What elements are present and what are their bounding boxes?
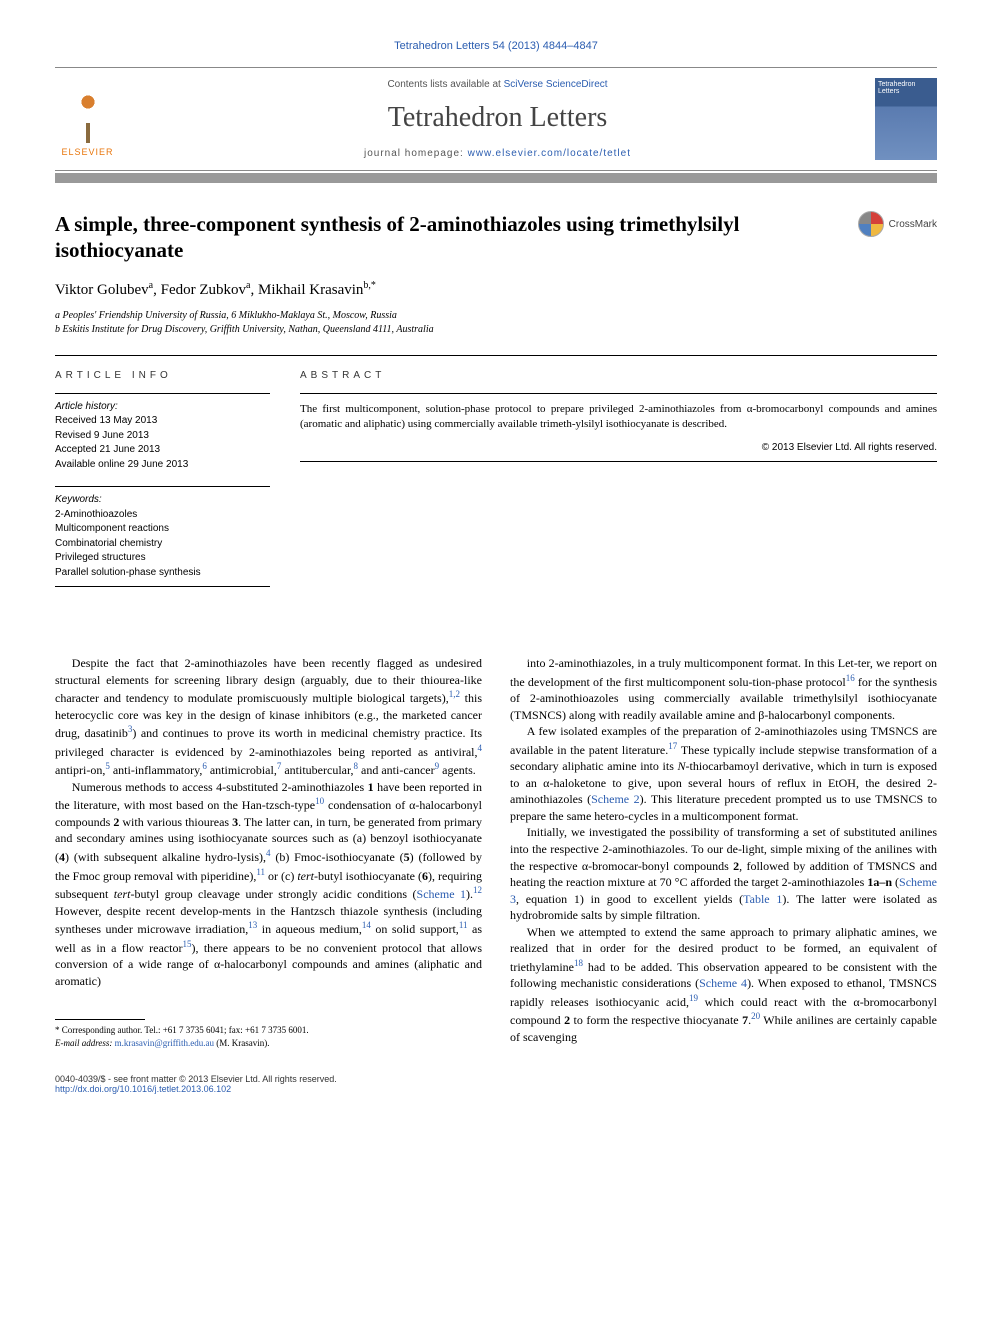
journal-cover-thumbnail: Tetrahedron Letters [875, 78, 937, 160]
journal-homepage-link[interactable]: www.elsevier.com/locate/tetlet [468, 148, 631, 159]
body-para: When we attempted to extend the same app… [510, 924, 937, 1046]
corr-author-line: * Corresponding author. Tel.: +61 7 3735… [55, 1024, 482, 1037]
elsevier-label: ELSEVIER [61, 147, 113, 157]
article-history: Article history: Received 13 May 2013 Re… [55, 393, 270, 473]
crossmark-icon [858, 211, 884, 237]
keyword: Combinatorial chemistry [55, 537, 270, 552]
keyword: Privileged structures [55, 551, 270, 566]
body-para: Initially, we investigated the possibili… [510, 824, 937, 923]
article-info-label: ARTICLE INFO [55, 370, 270, 381]
history-received: Received 13 May 2013 [55, 414, 270, 429]
email-who: (M. Krasavin). [216, 1038, 269, 1048]
footnote-separator [55, 1019, 145, 1020]
top-citation: Tetrahedron Letters 54 (2013) 4844–4847 [55, 40, 937, 52]
journal-header: ELSEVIER Contents lists available at Sci… [55, 67, 937, 171]
corresponding-footnote: * Corresponding author. Tel.: +61 7 3735… [55, 1024, 482, 1049]
body-para: Numerous methods to access 4-substituted… [55, 779, 482, 990]
keyword: 2-Aminothioazoles [55, 508, 270, 523]
keywords-block: Keywords: 2-Aminothioazoles Multicompone… [55, 486, 270, 587]
history-online: Available online 29 June 2013 [55, 458, 270, 473]
affiliation-b: b Eskitis Institute for Drug Discovery, … [55, 323, 937, 337]
body-para: into 2-aminothiazoles, in a truly multic… [510, 655, 937, 723]
elsevier-logo: ELSEVIER [55, 82, 120, 157]
homepage-prefix: journal homepage: [364, 148, 468, 159]
affiliations: a Peoples' Friendship University of Russ… [55, 309, 937, 337]
affiliation-a: a Peoples' Friendship University of Russ… [55, 309, 937, 323]
abstract-text: The first multicomponent, solution-phase… [300, 393, 937, 433]
body-para: A few isolated examples of the preparati… [510, 723, 937, 824]
journal-name: Tetrahedron Letters [135, 102, 860, 134]
contents-line: Contents lists available at SciVerse Sci… [135, 79, 860, 90]
doi-link[interactable]: http://dx.doi.org/10.1016/j.tetlet.2013.… [55, 1084, 231, 1094]
journal-homepage-line: journal homepage: www.elsevier.com/locat… [135, 148, 860, 159]
history-revised: Revised 9 June 2013 [55, 429, 270, 444]
email-label: E-mail address: [55, 1038, 112, 1048]
cover-label: Tetrahedron Letters [878, 81, 915, 95]
corr-email-link[interactable]: m.krasavin@griffith.edu.au [115, 1038, 214, 1048]
keywords-header: Keywords: [55, 493, 270, 508]
elsevier-tree-icon [63, 93, 113, 143]
history-header: Article history: [55, 400, 270, 415]
body-right-column: into 2-aminothiazoles, in a truly multic… [510, 641, 937, 1050]
article-title: A simple, three-component synthesis of 2… [55, 211, 838, 264]
authors: Viktor Golubeva, Fedor Zubkova, Mikhail … [55, 280, 937, 299]
keyword: Parallel solution-phase synthesis [55, 566, 270, 581]
front-matter-line: 0040-4039/$ - see front matter © 2013 El… [55, 1074, 337, 1084]
body-left-column: Despite the fact that 2-aminothiazoles h… [55, 641, 482, 1050]
keyword: Multicomponent reactions [55, 522, 270, 537]
bottom-bar: 0040-4039/$ - see front matter © 2013 El… [55, 1074, 937, 1094]
contents-prefix: Contents lists available at [387, 79, 503, 90]
body-para: Despite the fact that 2-aminothiazoles h… [55, 655, 482, 779]
history-accepted: Accepted 21 June 2013 [55, 443, 270, 458]
crossmark-label: CrossMark [889, 219, 937, 230]
abstract-copyright: © 2013 Elsevier Ltd. All rights reserved… [300, 442, 937, 453]
header-divider [55, 173, 937, 183]
sciencedirect-link[interactable]: SciVerse ScienceDirect [504, 79, 608, 90]
abstract-label: ABSTRACT [300, 370, 937, 381]
crossmark-badge[interactable]: CrossMark [858, 211, 937, 237]
